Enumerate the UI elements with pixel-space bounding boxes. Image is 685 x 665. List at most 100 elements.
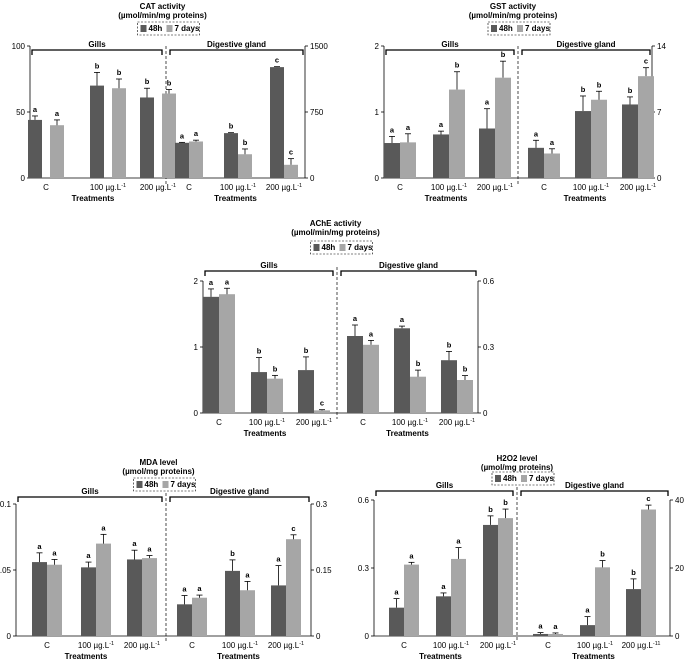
significance-letter-gills-100-g-l-48h: a: [86, 551, 91, 560]
significance-letter-gills-200-g-l-7days: b: [167, 79, 172, 88]
significance-letter-dg-c-7days: a: [369, 329, 374, 338]
bar-gills-200-g-l-7days: [495, 77, 511, 178]
right-tick-label: 0.15: [316, 566, 332, 575]
x-tick-label-gills-c: C: [44, 641, 50, 650]
x-tick-label-dg-c: C: [189, 641, 195, 650]
significance-letter-gills-c-7days: a: [406, 123, 411, 132]
legend-label-48h: 48h: [149, 24, 163, 33]
bar-dg-c-48h: [347, 336, 363, 413]
legend-swatch-48h: [136, 481, 143, 488]
right-tick-label: 0: [316, 632, 321, 641]
x-tick-label-dg-200-g-l: 200 µg.L-1: [439, 418, 475, 427]
right-tick-label: 40: [675, 496, 684, 505]
gills-group-bracket: [17, 496, 163, 502]
significance-letter-dg-c-48h: a: [180, 131, 185, 140]
significance-letter-gills-200-g-l-48h: b: [145, 77, 150, 86]
bar-gills-c-7days: [404, 564, 419, 636]
x-tick-label-gills-100-g-l: 100 µg.L-1: [249, 418, 285, 427]
gills-group-bracket: [375, 490, 514, 496]
x-tick-label-gills-200-g-l: 200 µg.L-1: [477, 183, 513, 192]
right-tick-label: 0: [310, 174, 315, 183]
significance-letter-dg-200-g-l-7days: c: [644, 57, 648, 66]
left-tick-label: 1: [194, 343, 199, 352]
bar-dg-c-7days: [189, 141, 203, 178]
bar-gills-c-7days: [219, 294, 235, 413]
bar-dg-200-g-l-7days: [284, 164, 298, 178]
bar-gills-c-48h: [384, 143, 400, 178]
chart-title: MDA level: [140, 458, 178, 467]
legend-swatch-48h: [313, 244, 320, 251]
left-tick-label: 0: [365, 632, 370, 641]
bar-gills-200-g-l-48h: [140, 97, 154, 178]
bar-dg-100-g-l-7days: [410, 376, 426, 413]
x-axis-title-dg: Treatments: [572, 652, 615, 661]
legend-box: [310, 240, 373, 255]
significance-letter-gills-c-48h: a: [37, 542, 42, 551]
x-tick-label-dg-c: C: [186, 183, 192, 192]
right-tick-label: 0: [675, 632, 680, 641]
significance-letter-dg-100-g-l-48h: a: [585, 606, 590, 615]
bar-dg-100-g-l-7days: [595, 567, 610, 636]
x-axis-title-gills: Treatments: [425, 194, 468, 203]
gills-group-bracket: [204, 270, 334, 276]
bar-gills-100-g-l-7days: [449, 89, 465, 178]
left-tick-label: 0: [21, 174, 26, 183]
bar-gills-100-g-l-48h: [436, 596, 451, 636]
significance-letter-gills-100-g-l-48h: b: [95, 61, 100, 70]
x-axis-title-gills: Treatments: [244, 429, 287, 438]
x-tick-label-gills-c: C: [401, 641, 407, 650]
significance-letter-dg-100-g-l-48h: a: [400, 315, 405, 324]
significance-letter-dg-c-7days: a: [197, 584, 202, 593]
significance-letter-gills-100-g-l-7days: a: [456, 537, 461, 546]
chart-title: AChE activity: [310, 219, 362, 228]
gills-group-label: Gills: [88, 40, 106, 49]
bar-dg-100-g-l-48h: [580, 625, 595, 636]
digestive-gland-group-bracket: [169, 49, 304, 55]
x-tick-label-dg-100-g-l: 100 µg.L-1: [220, 183, 256, 192]
significance-letter-gills-200-g-l-48h: a: [132, 539, 137, 548]
bar-gills-c-7days: [50, 125, 64, 178]
significance-letter-dg-200-g-l-48h: a: [276, 555, 281, 564]
left-tick-label: 0.3: [358, 564, 370, 573]
significance-letter-gills-c-48h: a: [390, 125, 395, 134]
bar-gills-200-g-l-48h: [127, 559, 142, 636]
chart-title: GST activity: [490, 2, 537, 11]
left-tick-label: 2: [375, 42, 380, 51]
x-tick-label-dg-100-g-l: 100 µg.L-1: [573, 183, 609, 192]
significance-letter-dg-c-48h: a: [182, 585, 187, 594]
bar-dg-100-g-l-7days: [238, 154, 252, 178]
gills-group-bracket: [31, 49, 163, 55]
x-axis-title-dg: Treatments: [214, 194, 257, 203]
left-tick-label: 50: [16, 108, 25, 117]
legend-label-7days: 7 days: [171, 480, 196, 489]
bar-dg-100-g-l-48h: [225, 570, 240, 636]
right-tick-label: 1500: [310, 42, 328, 51]
x-tick-label-gills-200-g-l: 200 µg.L-1: [480, 641, 516, 650]
bar-gills-200-g-l-7days: [162, 93, 176, 178]
legend-label-48h: 48h: [322, 243, 336, 252]
left-tick-label: 0.05: [0, 566, 12, 575]
digestive-gland-group-bracket: [169, 496, 310, 502]
significance-letter-dg-200-g-l-7days: c: [289, 148, 293, 157]
x-tick-label-dg-200-g-l: 200 µg.L-1: [266, 183, 302, 192]
chart-title: CAT activity: [140, 2, 186, 11]
x-axis-title-gills: Treatments: [72, 194, 115, 203]
significance-letter-gills-c-7days: a: [52, 548, 57, 557]
chart-unit: (µmol/mg proteins): [122, 467, 195, 476]
legend-box: [491, 471, 555, 486]
legend-label-48h: 48h: [499, 24, 513, 33]
significance-letter-dg-100-g-l-48h: b: [581, 85, 586, 94]
chart-unit: (µmol/min/mg proteins): [118, 11, 207, 20]
x-axis-title-dg: Treatments: [217, 652, 260, 661]
bar-gills-c-48h: [28, 119, 42, 178]
left-tick-label: 0: [7, 632, 12, 641]
bar-dg-100-g-l-48h: [224, 133, 238, 178]
legend-box: [487, 21, 551, 36]
legend-swatch-7days: [517, 25, 523, 32]
significance-letter-dg-c-48h: a: [534, 129, 539, 138]
x-tick-label-dg-100-g-l: 100 µg.L-1: [222, 641, 258, 650]
bar-gills-200-g-l-48h: [483, 524, 498, 636]
significance-letter-gills-200-g-l-7days: b: [501, 50, 506, 59]
legend-swatch-7days: [339, 244, 346, 251]
right-tick-label: 750: [310, 108, 324, 117]
